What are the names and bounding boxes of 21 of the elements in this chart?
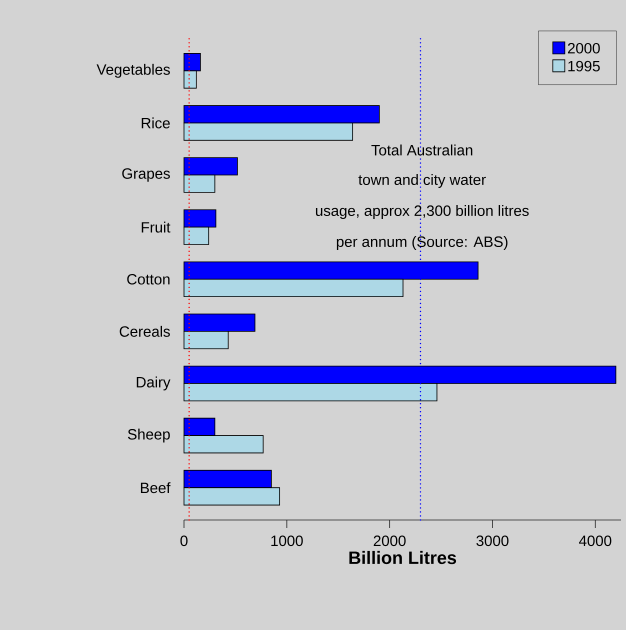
annotation: usage, approx 2,300 billion litres: [316, 205, 529, 219]
y-tick-label: Vegetables: [96, 64, 170, 78]
annotation: Total Australian: [371, 144, 472, 156]
x-tick-label: 2000: [374, 536, 406, 546]
y-tick-label: Fruit: [142, 222, 170, 233]
y-tick-label: Grapes: [122, 168, 170, 182]
x-tick-label: 1000: [271, 536, 303, 546]
legend-label: 2000: [568, 42, 600, 54]
x-tick-label: 0: [180, 536, 188, 546]
annotation: town and city water: [358, 174, 486, 188]
x-axis-title: Billion Litres: [349, 550, 456, 564]
annotation: per annum (Source: ABS): [336, 236, 508, 250]
y-tick-label: Sheep: [128, 428, 170, 443]
y-tick-label: Cotton: [127, 274, 170, 285]
x-tick-label: 3000: [476, 536, 508, 546]
y-tick-label: Cereals: [120, 326, 170, 337]
y-tick-label: Beef: [140, 482, 170, 494]
legend-label: 1995: [568, 60, 600, 72]
y-tick-label: Dairy: [136, 376, 170, 390]
y-tick-label: Rice: [142, 117, 170, 128]
x-tick-label: 4000: [579, 536, 612, 546]
